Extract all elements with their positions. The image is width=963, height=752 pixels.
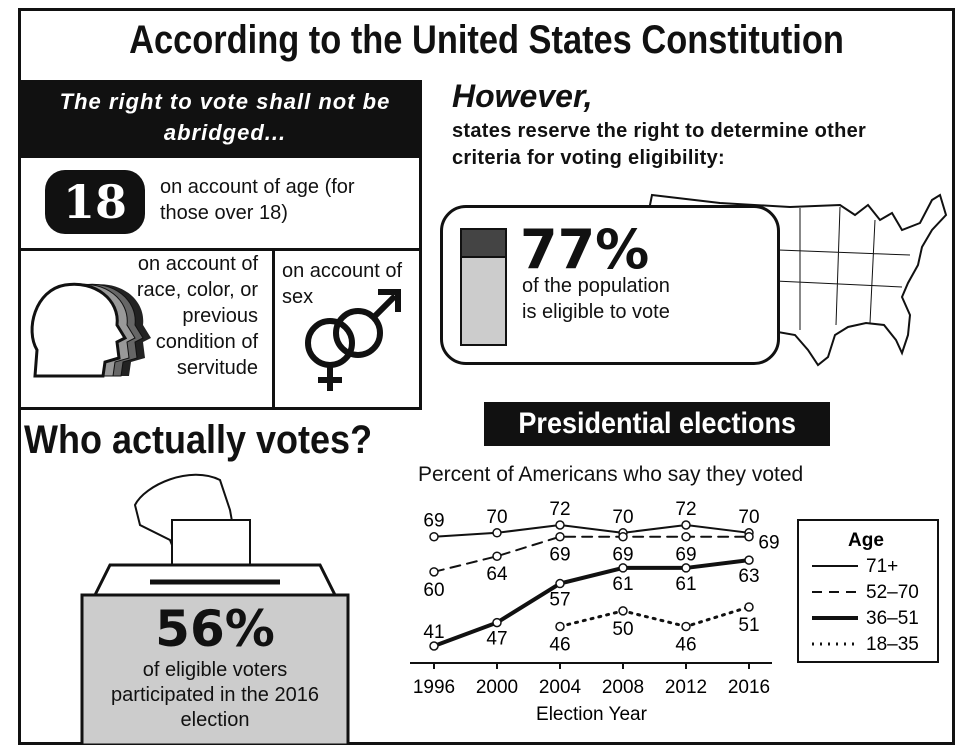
value-label: 70 xyxy=(486,507,507,528)
value-label: 46 xyxy=(549,634,570,655)
point xyxy=(681,563,691,573)
point xyxy=(681,621,691,632)
x-tick-label: 2004 xyxy=(539,677,582,698)
age-text: on account of age (for those over 18) xyxy=(160,176,355,224)
point xyxy=(744,602,754,612)
chart-title: Presidential elections xyxy=(484,402,830,446)
point xyxy=(555,621,565,632)
however-heading: However, xyxy=(452,78,593,114)
eligible-percent: 77% xyxy=(520,218,650,281)
point xyxy=(744,555,754,565)
page-title: According to the United States Constitut… xyxy=(129,18,844,62)
chart-title-text: Presidential elections xyxy=(518,407,796,440)
turnout-percent: 56% xyxy=(155,600,275,658)
value-label: 64 xyxy=(486,564,508,585)
value-label: 70 xyxy=(738,507,759,528)
point xyxy=(429,531,439,542)
series-line xyxy=(433,523,750,538)
age-number: 18 xyxy=(45,170,145,234)
eligible-text: of the population is eligible to vote xyxy=(522,275,670,323)
point xyxy=(492,617,502,628)
series-line xyxy=(558,605,751,629)
x-tick-label: 2008 xyxy=(602,677,644,698)
value-label: 63 xyxy=(738,566,759,587)
value-label: 69 xyxy=(758,533,779,554)
ballot-box xyxy=(80,473,350,745)
legend-label: 18–35 xyxy=(866,634,919,655)
bar-ineligible xyxy=(460,228,507,258)
value-label: 61 xyxy=(675,574,696,595)
point xyxy=(492,528,502,538)
series-line xyxy=(432,558,751,648)
male-arrow xyxy=(378,289,401,312)
legend-label: 52–70 xyxy=(866,582,919,603)
point xyxy=(429,641,439,651)
point xyxy=(555,520,565,530)
however-text: states reserve the right to determine ot… xyxy=(452,120,867,169)
gender-icon xyxy=(305,289,401,391)
value-label: 57 xyxy=(549,590,570,611)
sex-box xyxy=(272,248,422,410)
value-label: 72 xyxy=(549,499,570,520)
value-label: 47 xyxy=(486,629,507,650)
series-line xyxy=(433,535,750,573)
value-label: 51 xyxy=(738,615,759,636)
value-label: 46 xyxy=(675,634,696,655)
male-circle xyxy=(333,308,383,358)
point xyxy=(618,563,628,573)
point xyxy=(618,531,628,542)
x-tick-label: 2012 xyxy=(665,677,707,698)
turnout-heading: Who actually votes? xyxy=(24,418,373,462)
point xyxy=(681,520,691,530)
box-body xyxy=(80,593,350,745)
point xyxy=(429,567,439,577)
male-arrow xyxy=(370,293,398,321)
value-label: 50 xyxy=(612,619,633,640)
banner: The right to vote shall not be abridged.… xyxy=(18,80,422,158)
legend-title: Age xyxy=(848,530,884,551)
point xyxy=(744,531,754,542)
value-label: 69 xyxy=(612,545,633,566)
eligible-bar xyxy=(460,228,507,346)
value-label: 70 xyxy=(612,507,633,528)
point xyxy=(681,531,691,542)
value-label: 60 xyxy=(423,580,444,601)
head xyxy=(30,282,128,378)
x-tick-label: 2000 xyxy=(476,677,518,698)
race-text: on account of race, color, or previous c… xyxy=(136,253,258,379)
value-label: 72 xyxy=(675,499,696,520)
legend-label: 36–51 xyxy=(866,608,919,629)
heads-icon xyxy=(30,282,152,378)
x-axis-label: Election Year xyxy=(536,704,648,725)
x-tick-label: 2016 xyxy=(728,677,770,698)
sex-text: on account of sex xyxy=(282,260,403,308)
value-label: 61 xyxy=(612,574,633,595)
chart-subtitle: Percent of Americans who say they voted xyxy=(418,463,804,486)
value-label: 41 xyxy=(423,622,444,643)
turnout-text: of eligible voters participated in the 2… xyxy=(111,659,319,731)
value-label: 69 xyxy=(549,545,570,566)
legend-label: 71+ xyxy=(866,556,898,577)
point xyxy=(618,606,628,616)
point xyxy=(555,578,565,589)
x-tick-label: 1996 xyxy=(413,677,455,698)
value-label: 69 xyxy=(675,545,696,566)
point xyxy=(492,551,502,561)
point xyxy=(555,531,565,542)
value-label: 69 xyxy=(423,511,444,532)
